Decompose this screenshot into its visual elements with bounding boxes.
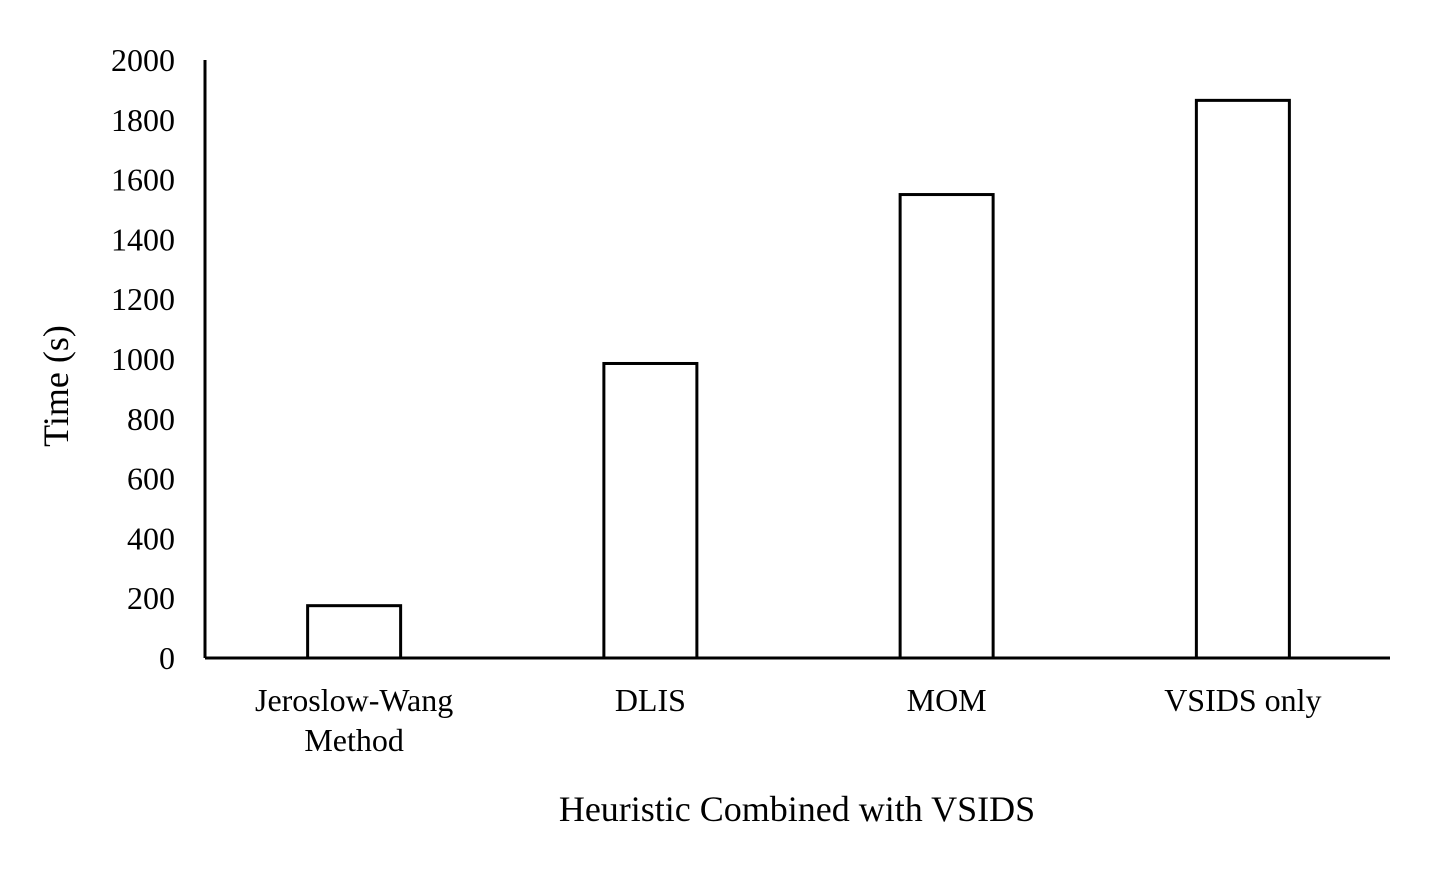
x-tick-label-line: DLIS [615, 682, 686, 718]
y-tick-label: 1000 [111, 341, 175, 377]
x-tick-label-line: Jeroslow-Wang [255, 682, 453, 718]
y-tick-label: 600 [127, 461, 175, 497]
y-axis-title: Time (s) [36, 325, 76, 447]
y-tick-label: 1800 [111, 102, 175, 138]
y-tick-label: 2000 [111, 42, 175, 78]
x-tick-label-line: VSIDS only [1164, 682, 1321, 718]
bar [306, 604, 403, 660]
bar [602, 361, 699, 660]
x-tick-label: Jeroslow-Wang Method [255, 682, 453, 758]
x-tick-label: DLIS [615, 682, 686, 718]
axes-group [203, 60, 1390, 660]
x-tick-label-line: Method [304, 722, 404, 758]
x-tick-label: MOM [907, 682, 987, 718]
y-tick-label: 0 [159, 640, 175, 676]
y-tick-label: 1600 [111, 162, 175, 198]
x-axis-title: Heuristic Combined with VSIDS [559, 789, 1035, 829]
y-tick-label: 1200 [111, 281, 175, 317]
bars-group [306, 98, 1291, 660]
y-tick-labels: 0 200 400 600 800 1000 1200 1400 1600 1800 2000 [111, 42, 175, 676]
x-tick-label-line: MOM [907, 682, 987, 718]
bar [898, 193, 995, 660]
y-tick-label: 200 [127, 580, 175, 616]
x-tick-label: VSIDS only [1164, 682, 1321, 718]
bar [1194, 98, 1291, 660]
y-tick-label: 400 [127, 520, 175, 556]
x-tick-labels: Jeroslow-Wang Method DLIS MOM VSIDS only [255, 682, 1322, 758]
y-tick-label: 1400 [111, 221, 175, 257]
y-tick-label: 800 [127, 401, 175, 437]
